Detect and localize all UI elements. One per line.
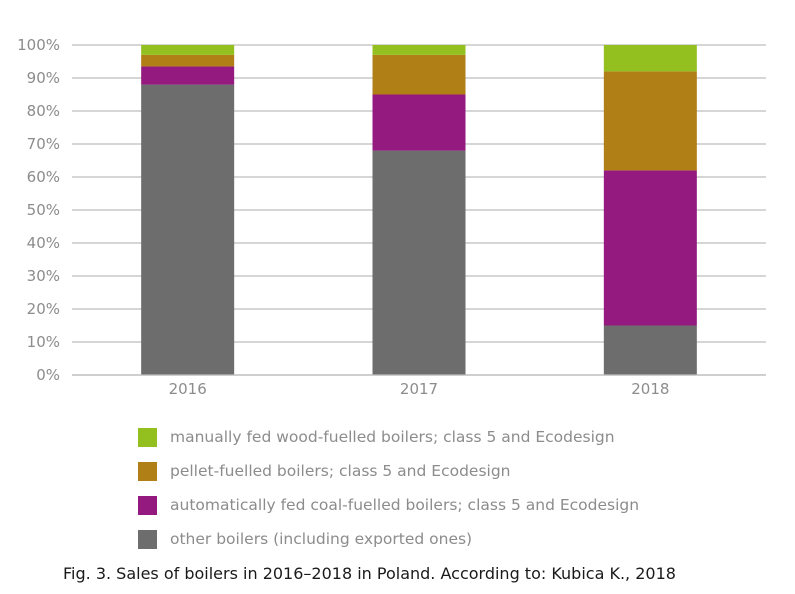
bar-segment bbox=[141, 66, 235, 85]
legend-label-pellet: pellet-fuelled boilers; class 5 and Ecod… bbox=[170, 462, 511, 480]
bar-segment bbox=[372, 54, 466, 95]
legend-swatch-wood bbox=[138, 427, 157, 447]
y-tick-label: 100% bbox=[17, 36, 60, 54]
legend-swatch-pellet bbox=[138, 461, 157, 481]
legend-label-other: other boilers (including exported ones) bbox=[170, 530, 473, 548]
y-tick-label: 90% bbox=[27, 69, 60, 87]
bar-segment bbox=[603, 45, 697, 72]
bar-segment bbox=[372, 150, 466, 375]
chart-legend: manually fed wood-fuelled boilers; class… bbox=[138, 420, 639, 556]
legend-item-other: other boilers (including exported ones) bbox=[138, 522, 639, 556]
y-tick-label: 20% bbox=[27, 300, 60, 318]
legend-item-wood: manually fed wood-fuelled boilers; class… bbox=[138, 420, 639, 454]
legend-item-coal: automatically fed coal-fuelled boilers; … bbox=[138, 488, 639, 522]
bar-segment bbox=[603, 170, 697, 326]
y-tick-label: 50% bbox=[27, 201, 60, 219]
stacked-bar-chart: 0% 10% 20% 30% 40% 50% 60% 70% 80% 90% 100% 2016 201… bbox=[17, 36, 766, 398]
legend-item-pellet: pellet-fuelled boilers; class 5 and Ecod… bbox=[138, 454, 639, 488]
legend-label-wood: manually fed wood-fuelled boilers; class… bbox=[170, 428, 615, 446]
bar-segment bbox=[141, 45, 235, 55]
y-tick-label: 80% bbox=[27, 102, 60, 120]
bar-segment bbox=[141, 84, 235, 375]
bar-segment bbox=[372, 45, 466, 55]
legend-swatch-coal bbox=[138, 495, 157, 515]
figure-caption: Fig. 3. Sales of boilers in 2016–2018 in… bbox=[63, 564, 676, 583]
bar-segment bbox=[603, 325, 697, 375]
y-tick-label: 40% bbox=[27, 234, 60, 252]
bar-segment bbox=[603, 71, 697, 171]
x-tick-label: 2016 bbox=[169, 380, 207, 398]
legend-swatch-other bbox=[138, 529, 157, 549]
bar-segment bbox=[372, 94, 466, 151]
y-tick-label: 0% bbox=[36, 366, 60, 384]
bar-segment bbox=[141, 54, 235, 67]
y-tick-label: 10% bbox=[27, 333, 60, 351]
y-tick-label: 30% bbox=[27, 267, 60, 285]
y-tick-label: 70% bbox=[27, 135, 60, 153]
x-tick-label: 2017 bbox=[400, 380, 438, 398]
x-tick-label: 2018 bbox=[631, 380, 669, 398]
legend-label-coal: automatically fed coal-fuelled boilers; … bbox=[170, 496, 640, 514]
y-tick-label: 60% bbox=[27, 168, 60, 186]
